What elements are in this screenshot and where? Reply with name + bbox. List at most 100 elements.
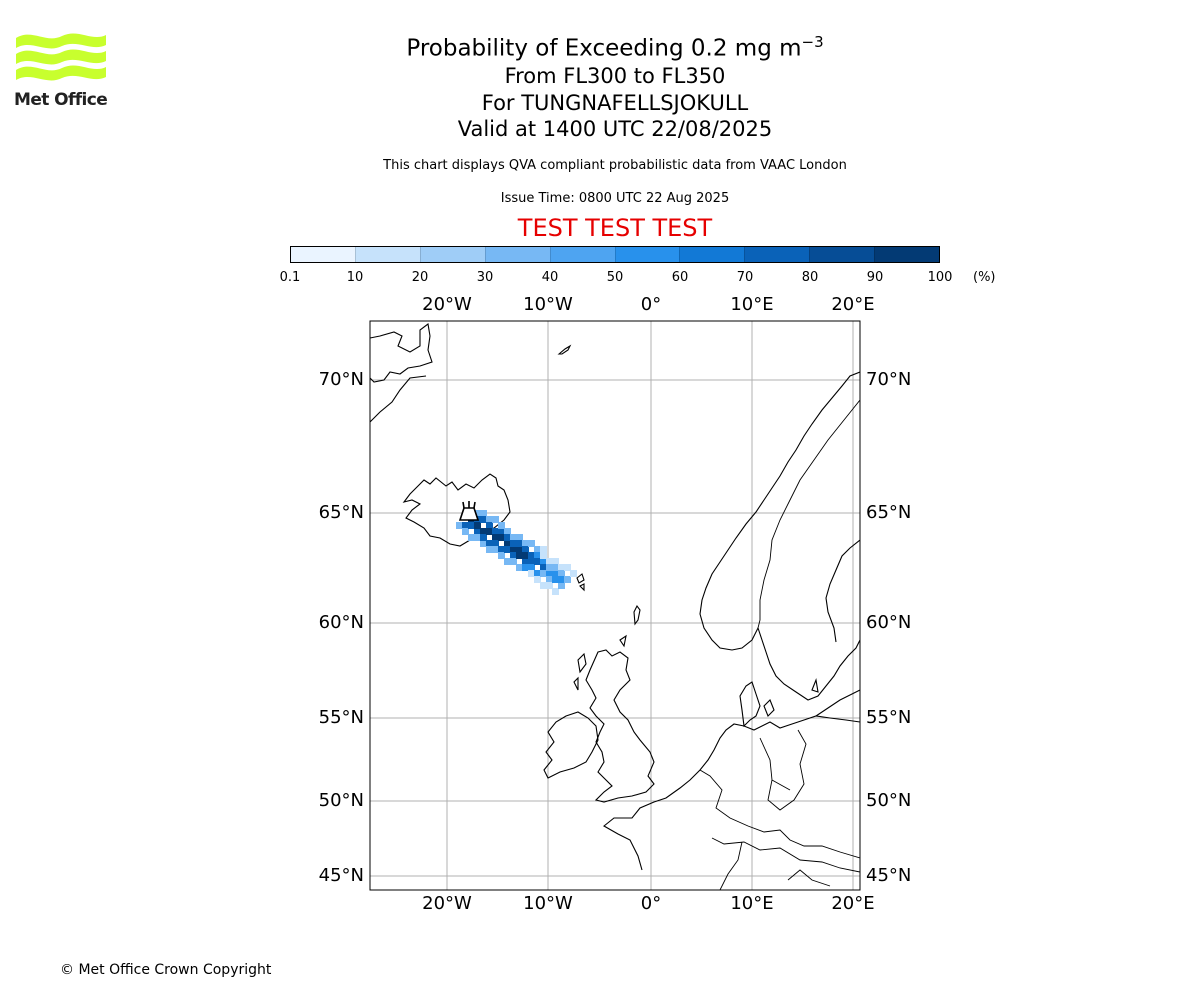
plume-cell bbox=[462, 528, 469, 535]
plume-cell bbox=[522, 552, 529, 559]
colorbar-segment bbox=[549, 247, 615, 262]
map-frame bbox=[369, 320, 861, 891]
copyright-notice: © Met Office Crown Copyright bbox=[60, 962, 272, 978]
plume-cell bbox=[456, 522, 463, 529]
colorbar-unit: (%) bbox=[973, 270, 996, 285]
graticule bbox=[370, 321, 860, 890]
latitude-label-right: 70°N bbox=[866, 369, 911, 390]
plume-cell bbox=[570, 570, 577, 577]
latitude-label-left: 45°N bbox=[319, 865, 364, 886]
plume-cell bbox=[504, 528, 511, 535]
continental-coast bbox=[603, 715, 860, 871]
plume-cell bbox=[540, 582, 547, 589]
colorbar-tick-label: 40 bbox=[541, 270, 559, 285]
met-office-waves-icon bbox=[16, 33, 106, 81]
longitude-label-bottom: 0° bbox=[641, 893, 661, 914]
jan-mayen bbox=[557, 344, 572, 355]
plume-cell bbox=[564, 564, 571, 571]
denmark bbox=[739, 681, 761, 728]
plume-cell bbox=[504, 558, 511, 565]
plume-cell bbox=[564, 576, 571, 583]
plume-cell bbox=[480, 516, 487, 523]
plume-cell bbox=[522, 540, 529, 547]
plume-cell bbox=[522, 558, 529, 565]
colorbar bbox=[290, 246, 940, 263]
baltic-coast bbox=[815, 689, 860, 717]
ash-plume bbox=[456, 510, 577, 595]
plume-cell bbox=[486, 516, 493, 523]
colorbar-tick-label: 60 bbox=[671, 270, 689, 285]
country-borders bbox=[699, 729, 860, 890]
plume-cell bbox=[480, 534, 487, 541]
longitude-label-top: 20°E bbox=[831, 294, 874, 315]
plume-cell bbox=[468, 522, 475, 529]
longitude-label-bottom: 20°E bbox=[831, 893, 874, 914]
orkney bbox=[619, 634, 627, 648]
plume-cell bbox=[468, 534, 475, 541]
test-banner: TEST TEST TEST bbox=[517, 214, 713, 242]
plume-cell bbox=[558, 570, 565, 577]
plume-cell bbox=[540, 564, 547, 571]
colorbar-tick-label: 90 bbox=[866, 270, 884, 285]
plume-cell bbox=[528, 558, 535, 565]
valid-time: Valid at 1400 UTC 22/08/2025 bbox=[457, 117, 773, 141]
great-britain-coast bbox=[585, 649, 655, 803]
plume-cell bbox=[498, 534, 505, 541]
colorbar-tick-label: 0.1 bbox=[279, 270, 301, 285]
flight-level-range: From FL300 to FL350 bbox=[504, 64, 726, 88]
plume-cell bbox=[474, 528, 481, 535]
chart-title: Probability of Exceeding 0.2 mg m−3 bbox=[406, 33, 824, 62]
issue-time: Issue Time: 0800 UTC 22 Aug 2025 bbox=[500, 191, 730, 206]
plume-cell bbox=[486, 528, 493, 535]
colorbar-segment bbox=[419, 247, 485, 262]
colorbar-segment bbox=[874, 247, 940, 262]
plume-cell bbox=[522, 546, 529, 553]
plume-cell bbox=[492, 528, 499, 535]
met-office-logo: Met Office bbox=[14, 30, 108, 112]
plume-cell bbox=[546, 558, 553, 565]
plume-cell bbox=[552, 588, 559, 595]
plume-cell bbox=[552, 564, 559, 571]
plume-cell bbox=[486, 546, 493, 553]
latitude-label-left: 70°N bbox=[319, 369, 364, 390]
plume-cell bbox=[504, 546, 511, 553]
plume-cell bbox=[480, 540, 487, 547]
faroe-islands bbox=[576, 573, 585, 592]
plume-cell bbox=[516, 540, 523, 547]
plume-cell bbox=[492, 516, 499, 523]
plume-cell bbox=[510, 546, 517, 553]
plume-cell bbox=[474, 510, 481, 517]
plume-cell bbox=[510, 540, 517, 547]
plume-cell bbox=[528, 570, 535, 577]
plume-cell bbox=[516, 546, 523, 553]
plume-cell bbox=[546, 564, 553, 571]
latitude-label-left: 50°N bbox=[319, 790, 364, 811]
plume-cell bbox=[486, 540, 493, 547]
plume-cell bbox=[540, 546, 547, 553]
plume-cell bbox=[552, 570, 559, 577]
iceland-coast bbox=[402, 473, 511, 547]
plume-cell bbox=[498, 522, 505, 529]
longitude-label-bottom: 20°W bbox=[422, 893, 472, 914]
compliance-note: This chart displays QVA compliant probab… bbox=[383, 158, 847, 173]
colorbar-tick-label: 100 bbox=[927, 270, 953, 285]
latitude-label-left: 60°N bbox=[319, 612, 364, 633]
latitude-label-right: 45°N bbox=[866, 865, 911, 886]
plume-cell bbox=[540, 552, 547, 559]
plume-cell bbox=[528, 540, 535, 547]
colorbar-tick-label: 80 bbox=[801, 270, 819, 285]
coastlines bbox=[370, 323, 860, 890]
plume-cell bbox=[516, 534, 523, 541]
plume-cell bbox=[492, 540, 499, 547]
logo-text: Met Office bbox=[14, 90, 108, 110]
plume-cell bbox=[516, 564, 523, 571]
longitude-label-top: 10°W bbox=[523, 294, 573, 315]
plume-cell bbox=[534, 546, 541, 553]
plume-cell bbox=[540, 558, 547, 565]
longitude-label-top: 10°E bbox=[730, 294, 773, 315]
hebrides bbox=[573, 652, 587, 691]
colorbar-tick-label: 50 bbox=[606, 270, 624, 285]
greenland-coast bbox=[370, 323, 433, 383]
latitude-label-right: 50°N bbox=[866, 790, 911, 811]
